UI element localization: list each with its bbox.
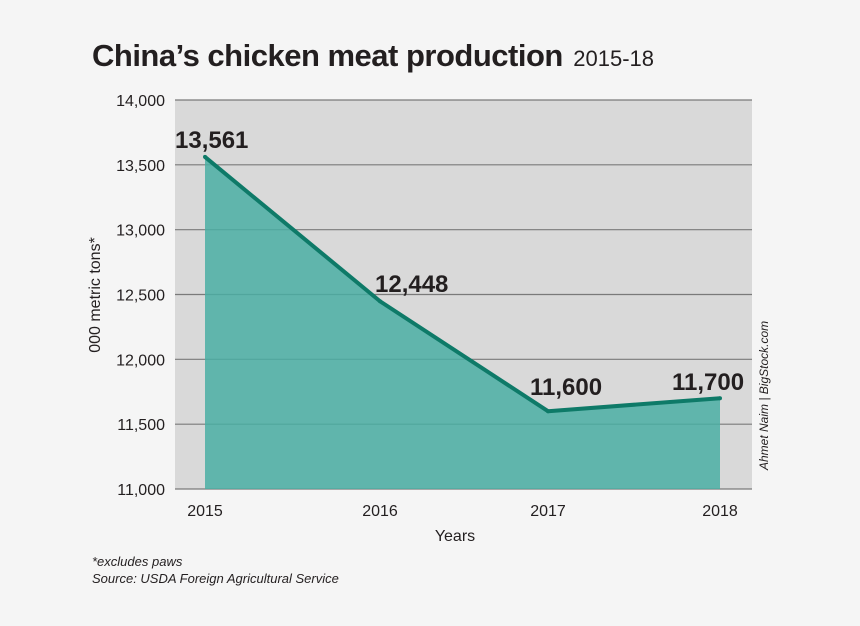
source-note: Source: USDA Foreign Agricultural Servic… [92,571,339,586]
data-label: 12,448 [375,271,448,298]
chart-title: China’s chicken meat production [92,38,563,73]
y-tick-label: 12,500 [116,288,165,305]
data-point [718,396,722,401]
x-tick-label: 2018 [702,503,738,520]
y-tick-label: 11,500 [117,417,165,434]
x-axis-title: Years [435,528,475,545]
series-line [203,155,721,414]
x-tick-label: 2016 [362,503,398,520]
x-tick-label: 2015 [187,503,223,520]
footnote: *excludes paws [92,554,183,569]
x-tick-label: 2017 [530,503,566,520]
data-point [203,154,207,159]
chart-title-block: China’s chicken meat production 2015-18 [92,38,654,74]
chart-subtitle: 2015-18 [573,46,655,71]
photo-credit: Ahmet Naim | BigStock.com [757,320,771,470]
data-point [378,299,382,304]
y-tick-label: 14,000 [116,93,165,110]
data-label: 11,600 [530,374,602,401]
y-tick-label: 11,000 [117,482,165,499]
data-label: 11,700 [672,369,744,396]
data-point [546,409,550,414]
y-axis-title: 000 metric tons* [87,237,104,353]
y-tick-label: 12,000 [116,352,165,369]
y-tick-label: 13,000 [116,223,165,240]
data-label: 13,561 [175,127,248,154]
y-tick-label: 13,500 [116,158,165,175]
series-area [205,156,720,490]
